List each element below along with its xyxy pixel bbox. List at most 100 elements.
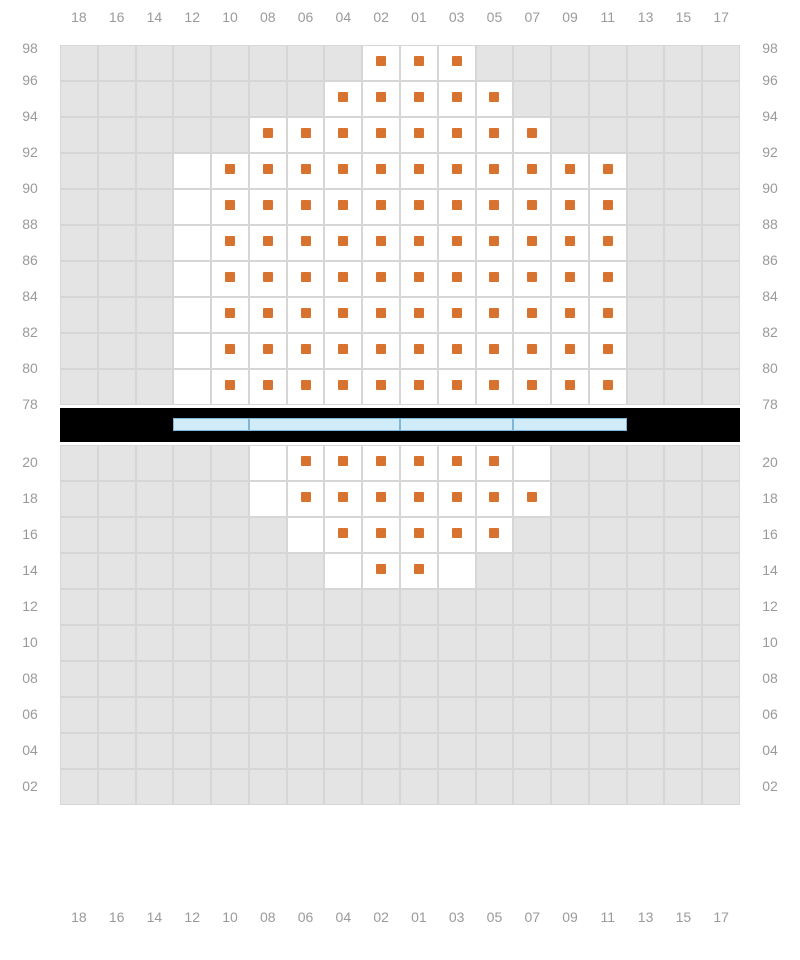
cell-94-02[interactable]	[362, 81, 400, 117]
cell-96-07[interactable]	[513, 45, 551, 81]
cell-06-10[interactable]	[211, 697, 249, 733]
cell-18-07[interactable]	[513, 481, 551, 517]
cell-82-18[interactable]	[60, 297, 98, 333]
cell-08-13[interactable]	[627, 661, 665, 697]
cell-20-05[interactable]	[476, 445, 514, 481]
cell-02-10[interactable]	[211, 769, 249, 805]
cell-18-09[interactable]	[551, 481, 589, 517]
cell-82-07[interactable]	[513, 297, 551, 333]
cell-18-17[interactable]	[702, 481, 740, 517]
cell-90-17[interactable]	[702, 153, 740, 189]
cell-08-01[interactable]	[400, 661, 438, 697]
cell-80-09[interactable]	[551, 333, 589, 369]
cell-02-05[interactable]	[476, 769, 514, 805]
cell-02-12[interactable]	[173, 769, 211, 805]
cell-12-18[interactable]	[60, 589, 98, 625]
cell-90-11[interactable]	[589, 153, 627, 189]
cell-90-09[interactable]	[551, 153, 589, 189]
cell-94-09[interactable]	[551, 81, 589, 117]
cell-96-03[interactable]	[438, 45, 476, 81]
cell-86-09[interactable]	[551, 225, 589, 261]
cell-88-07[interactable]	[513, 189, 551, 225]
cell-96-10[interactable]	[211, 45, 249, 81]
cell-82-06[interactable]	[287, 297, 325, 333]
cell-18-05[interactable]	[476, 481, 514, 517]
cell-02-18[interactable]	[60, 769, 98, 805]
cell-10-15[interactable]	[664, 625, 702, 661]
cell-18-06[interactable]	[287, 481, 325, 517]
cell-18-18[interactable]	[60, 481, 98, 517]
cell-86-05[interactable]	[476, 225, 514, 261]
cell-16-03[interactable]	[438, 517, 476, 553]
cell-82-04[interactable]	[324, 297, 362, 333]
cell-20-09[interactable]	[551, 445, 589, 481]
cell-92-04[interactable]	[324, 117, 362, 153]
cell-84-17[interactable]	[702, 261, 740, 297]
cell-12-02[interactable]	[362, 589, 400, 625]
cell-02-07[interactable]	[513, 769, 551, 805]
cell-96-02[interactable]	[362, 45, 400, 81]
cell-90-15[interactable]	[664, 153, 702, 189]
cell-90-08[interactable]	[249, 153, 287, 189]
cell-04-15[interactable]	[664, 733, 702, 769]
cell-04-12[interactable]	[173, 733, 211, 769]
cell-96-01[interactable]	[400, 45, 438, 81]
cell-78-14[interactable]	[136, 369, 174, 405]
cell-82-12[interactable]	[173, 297, 211, 333]
cell-90-16[interactable]	[98, 153, 136, 189]
cell-86-07[interactable]	[513, 225, 551, 261]
cell-96-12[interactable]	[173, 45, 211, 81]
cell-02-11[interactable]	[589, 769, 627, 805]
cell-82-17[interactable]	[702, 297, 740, 333]
cell-18-02[interactable]	[362, 481, 400, 517]
cell-10-09[interactable]	[551, 625, 589, 661]
cell-86-01[interactable]	[400, 225, 438, 261]
cell-02-01[interactable]	[400, 769, 438, 805]
cell-06-09[interactable]	[551, 697, 589, 733]
cell-84-09[interactable]	[551, 261, 589, 297]
cell-80-18[interactable]	[60, 333, 98, 369]
cell-84-16[interactable]	[98, 261, 136, 297]
cell-04-14[interactable]	[136, 733, 174, 769]
cell-84-08[interactable]	[249, 261, 287, 297]
cell-78-10[interactable]	[211, 369, 249, 405]
cell-86-11[interactable]	[589, 225, 627, 261]
cell-18-04[interactable]	[324, 481, 362, 517]
cell-94-05[interactable]	[476, 81, 514, 117]
cell-06-11[interactable]	[589, 697, 627, 733]
cell-16-08[interactable]	[249, 517, 287, 553]
cell-18-13[interactable]	[627, 481, 665, 517]
cell-14-16[interactable]	[98, 553, 136, 589]
cell-96-13[interactable]	[627, 45, 665, 81]
cell-20-17[interactable]	[702, 445, 740, 481]
cell-20-04[interactable]	[324, 445, 362, 481]
cell-08-07[interactable]	[513, 661, 551, 697]
cell-16-06[interactable]	[287, 517, 325, 553]
cell-04-16[interactable]	[98, 733, 136, 769]
cell-88-13[interactable]	[627, 189, 665, 225]
cell-06-07[interactable]	[513, 697, 551, 733]
cell-96-11[interactable]	[589, 45, 627, 81]
cell-16-15[interactable]	[664, 517, 702, 553]
cell-14-13[interactable]	[627, 553, 665, 589]
cell-16-13[interactable]	[627, 517, 665, 553]
cell-10-05[interactable]	[476, 625, 514, 661]
cell-82-13[interactable]	[627, 297, 665, 333]
cell-94-06[interactable]	[287, 81, 325, 117]
cell-96-05[interactable]	[476, 45, 514, 81]
cell-78-08[interactable]	[249, 369, 287, 405]
cell-94-04[interactable]	[324, 81, 362, 117]
cell-78-03[interactable]	[438, 369, 476, 405]
cell-14-04[interactable]	[324, 553, 362, 589]
cell-16-04[interactable]	[324, 517, 362, 553]
cell-78-01[interactable]	[400, 369, 438, 405]
cell-88-16[interactable]	[98, 189, 136, 225]
cell-82-16[interactable]	[98, 297, 136, 333]
cell-78-16[interactable]	[98, 369, 136, 405]
cell-12-01[interactable]	[400, 589, 438, 625]
cell-18-11[interactable]	[589, 481, 627, 517]
cell-04-10[interactable]	[211, 733, 249, 769]
cell-82-01[interactable]	[400, 297, 438, 333]
cell-96-09[interactable]	[551, 45, 589, 81]
cell-10-16[interactable]	[98, 625, 136, 661]
